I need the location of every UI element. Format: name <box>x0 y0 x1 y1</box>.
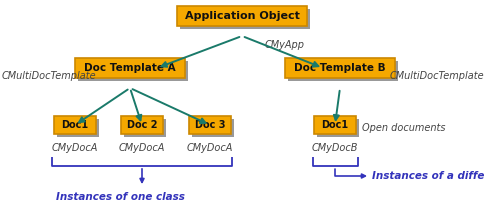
FancyBboxPatch shape <box>313 116 355 134</box>
Text: CMyDocA: CMyDocA <box>52 143 98 153</box>
Text: Application Object: Application Object <box>184 11 299 21</box>
Text: CMyDocA: CMyDocA <box>119 143 165 153</box>
FancyBboxPatch shape <box>317 119 358 137</box>
FancyBboxPatch shape <box>180 9 309 29</box>
FancyBboxPatch shape <box>285 58 394 78</box>
FancyBboxPatch shape <box>177 6 306 26</box>
Text: CMultiDocTemplate: CMultiDocTemplate <box>2 71 96 81</box>
Text: CMultiDocTemplate: CMultiDocTemplate <box>389 71 484 81</box>
Text: CMyApp: CMyApp <box>264 40 304 50</box>
FancyBboxPatch shape <box>124 119 166 137</box>
Text: Instances of a different class: Instances of a different class <box>371 171 484 181</box>
FancyBboxPatch shape <box>189 116 230 134</box>
FancyBboxPatch shape <box>287 61 397 81</box>
FancyBboxPatch shape <box>75 58 184 78</box>
FancyBboxPatch shape <box>78 61 188 81</box>
Text: Doc1: Doc1 <box>61 120 89 130</box>
Text: Open documents: Open documents <box>361 123 445 133</box>
Text: Doc Template B: Doc Template B <box>294 63 385 73</box>
FancyBboxPatch shape <box>57 119 99 137</box>
FancyBboxPatch shape <box>192 119 233 137</box>
Text: Doc Template A: Doc Template A <box>84 63 175 73</box>
FancyBboxPatch shape <box>121 116 163 134</box>
Text: Doc1: Doc1 <box>321 120 348 130</box>
Text: Instances of one class: Instances of one class <box>56 192 184 202</box>
Text: Doc 2: Doc 2 <box>126 120 157 130</box>
Text: Doc 3: Doc 3 <box>195 120 225 130</box>
Text: CMyDocA: CMyDocA <box>186 143 233 153</box>
Text: CMyDocB: CMyDocB <box>311 143 358 153</box>
FancyBboxPatch shape <box>54 116 96 134</box>
